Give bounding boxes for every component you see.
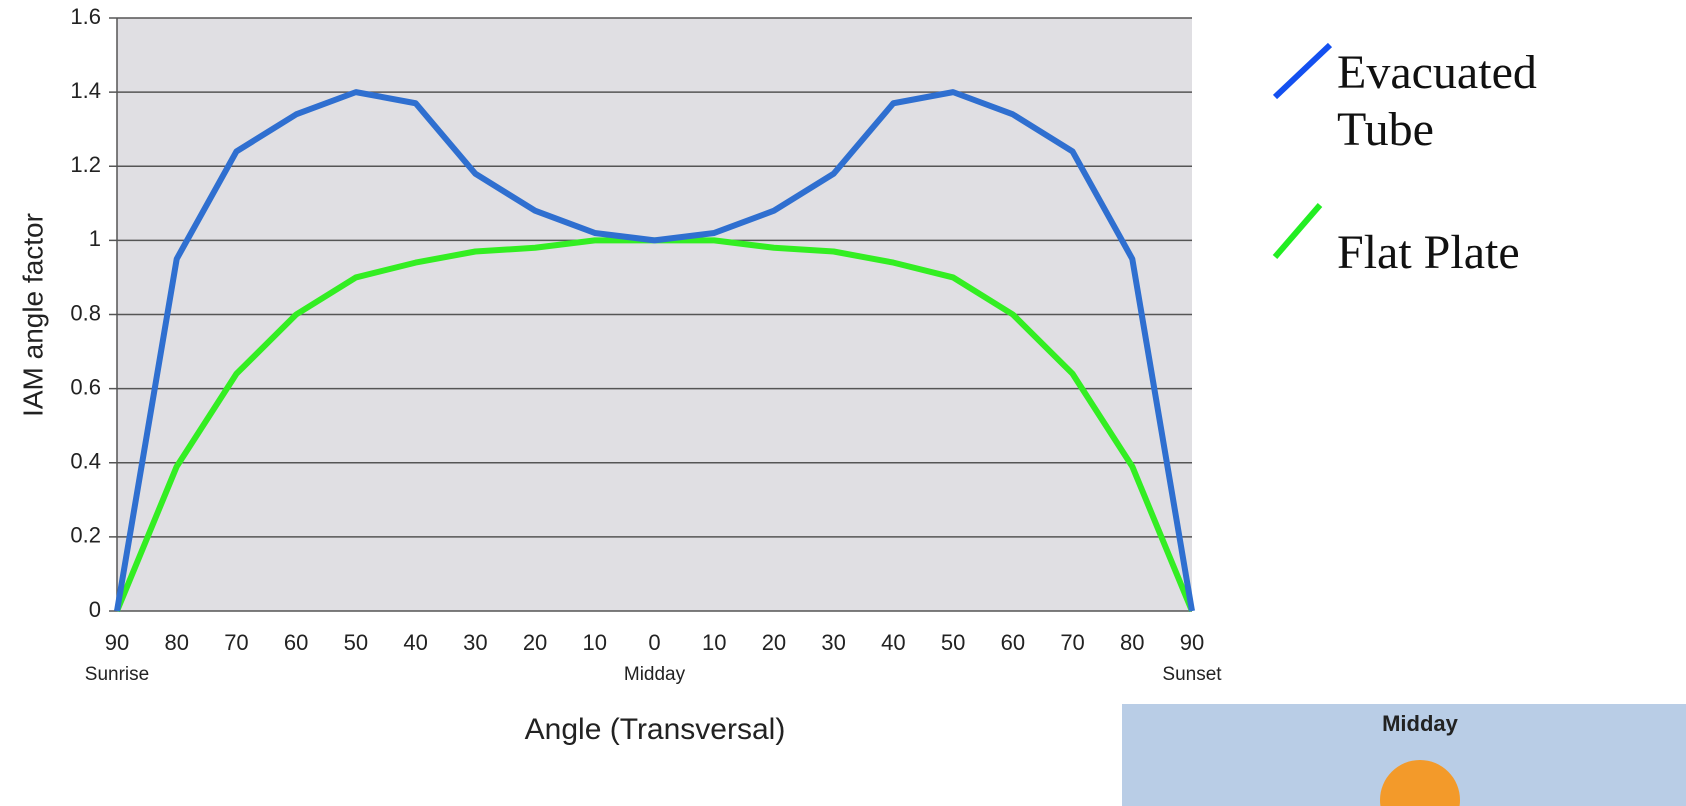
y-tick-label: 0.6 — [70, 374, 101, 399]
x-tick-label: 10 — [583, 630, 607, 655]
y-axis-label: IAM angle factor — [17, 213, 48, 417]
x-tick-label: 80 — [1120, 630, 1144, 655]
x-tick-label: 90 — [105, 630, 129, 655]
y-tick-label: 0.8 — [70, 300, 101, 325]
x-tick-label: 10 — [702, 630, 726, 655]
legend-swatch — [1272, 42, 1333, 100]
series-line — [114, 89, 1195, 612]
x-tick-label: 40 — [881, 630, 905, 655]
y-tick-label: 0.2 — [70, 523, 101, 548]
legend-label: Flat Plate — [1337, 226, 1520, 279]
x-tick-label: 70 — [224, 630, 248, 655]
x-note-label: Sunrise — [85, 664, 149, 685]
x-tick-label: 50 — [941, 630, 965, 655]
x-tick-label: 60 — [1001, 630, 1025, 655]
y-tick-label: 0.4 — [70, 449, 101, 474]
x-axis-label: Angle (Transversal) — [525, 713, 786, 746]
y-tick-label: 1.2 — [70, 152, 101, 177]
x-tick-label: 30 — [821, 630, 845, 655]
y-tick-label: 1 — [89, 226, 101, 251]
y-tick-label: 0 — [89, 597, 101, 622]
inset-sun — [1380, 760, 1460, 806]
inset-label: Midday — [1382, 711, 1459, 736]
x-tick-label: 40 — [403, 630, 427, 655]
legend-label: Evacuated Tube — [1337, 46, 1537, 156]
x-tick-label: 30 — [463, 630, 487, 655]
x-tick-label: 0 — [648, 630, 660, 655]
y-tick-label: 1.4 — [70, 78, 101, 103]
y-tick-label: 1.6 — [70, 4, 101, 29]
x-tick-label: 20 — [762, 630, 786, 655]
x-note-label: Midday — [624, 664, 686, 685]
x-tick-label: 50 — [344, 630, 368, 655]
x-tick-label: 60 — [284, 630, 308, 655]
legend-swatch — [1272, 203, 1323, 259]
x-note-label: Sunset — [1162, 664, 1222, 685]
x-tick-label: 80 — [164, 630, 188, 655]
x-tick-label: 90 — [1180, 630, 1204, 655]
x-tick-label: 70 — [1060, 630, 1084, 655]
x-tick-label: 20 — [523, 630, 547, 655]
